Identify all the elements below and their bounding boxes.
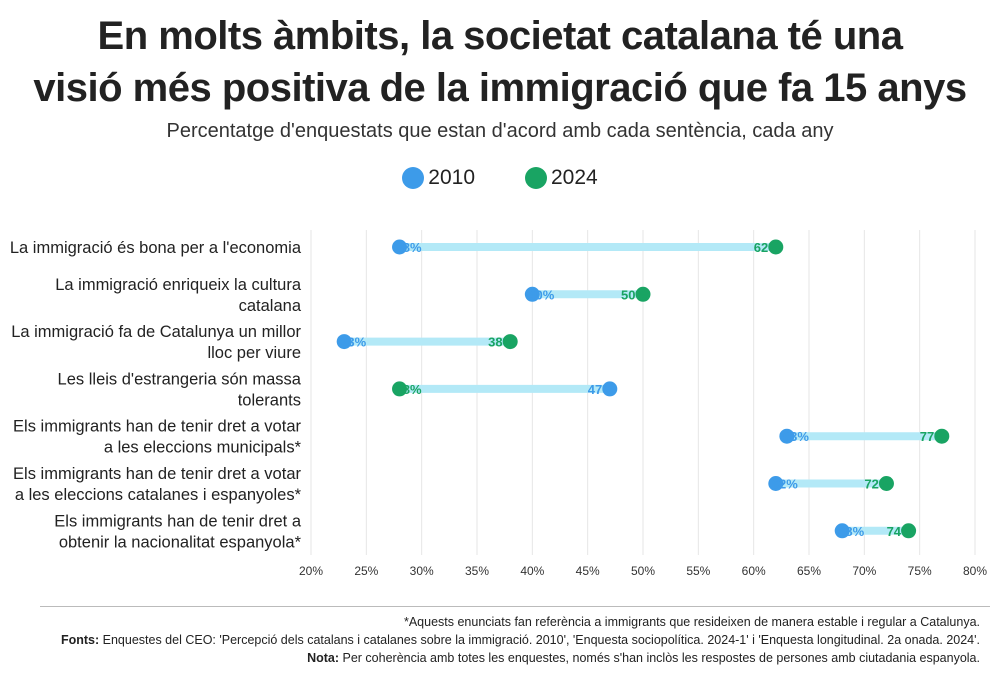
dot-2024 (934, 428, 950, 444)
x-tick-label: 25% (354, 564, 378, 578)
row-label: obtenir la nacionalitat espanyola* (59, 533, 302, 551)
footnote-asterisk: *Aquests enunciats fan referència a immi… (403, 615, 980, 629)
row-label: a les eleccions catalanes i espanyoles* (15, 486, 302, 504)
dumbbell-row: Les lleis d'estrangeria són massa toleran… (58, 370, 618, 409)
dot-2010 (602, 381, 618, 397)
value-label-2024: 72% (864, 477, 890, 492)
value-label-2010: 68% (838, 524, 864, 539)
x-tick-label: 70% (852, 564, 876, 578)
x-tick-label: 55% (686, 564, 710, 578)
dumbbell-chart: 20% 25% 30% 35% 40% 45% 50% 55% 60% 65% 70% 75% 80% L… (10, 230, 987, 578)
value-label-2024: 38% (488, 335, 514, 350)
value-label-2010: 62% (772, 477, 798, 492)
dot-2010 (834, 523, 850, 539)
row-label: catalana (239, 297, 302, 315)
row-label: Els immigrants han de tenir dret a votar (13, 418, 301, 436)
value-label-2010: 40% (528, 287, 554, 302)
dot-2024 (392, 381, 408, 397)
value-label-2024: 74% (887, 524, 913, 539)
dot-2010 (392, 239, 408, 255)
x-tick-label: 35% (465, 564, 489, 578)
value-label-2024: 62% (754, 240, 780, 255)
value-label-2010: 28% (396, 240, 422, 255)
row-label: a les eleccions municipals* (104, 439, 302, 457)
row-label: La immigració és bona per a l'economia (10, 239, 302, 257)
dot-2024 (878, 476, 894, 491)
row-label: Els immigrants han de tenir dret a (54, 512, 302, 530)
x-tick-label: 20% (299, 564, 323, 578)
legend-swatch-2010 (402, 167, 425, 189)
chart-subtitle: Percentatge d'enquestats que estan d'aco… (166, 120, 834, 142)
x-tick-label: 40% (520, 564, 544, 578)
row-label: lloc per viure (207, 344, 301, 362)
dot-2010 (779, 428, 795, 444)
x-tick-label: 30% (410, 564, 434, 578)
x-tick-label: 60% (742, 564, 766, 578)
title-line-1: En molts àmbits, la societat catalana té… (97, 14, 903, 58)
legend-item-2010: 2010 (402, 166, 475, 190)
legend-swatch-2024 (525, 167, 547, 189)
value-label-2024: 50% (621, 287, 647, 302)
sources-text: Enquestes del CEO: 'Percepció dels catal… (99, 633, 980, 647)
nota-label: Nota: (307, 651, 340, 665)
legend-label-2024: 2024 (551, 166, 598, 189)
value-label-2010: 47% (588, 382, 614, 397)
dumbbell-row: Els immigrants han de tenir dret a votar… (13, 418, 950, 457)
dot-2024 (901, 523, 917, 539)
row-label: Els immigrants han de tenir dret a votar (13, 465, 301, 483)
dot-2010 (768, 476, 784, 491)
legend-item-2024: 2024 (525, 166, 598, 190)
value-label-2010: 63% (783, 429, 809, 444)
x-tick-label: 75% (908, 564, 932, 578)
value-label-2010: 23% (340, 335, 366, 350)
row-label: tolerants (238, 391, 301, 409)
row-label: La immigració enriqueix la cultura (55, 276, 302, 294)
dot-2010 (524, 286, 540, 302)
footnote-sources: Fonts: Enquestes del CEO: 'Percepció del… (61, 633, 980, 647)
footnote-nota: Nota: Per coherència amb totes les enque… (307, 651, 980, 665)
x-tick-label: 50% (631, 564, 655, 578)
dumbbell-row: Els immigrants han de tenir dret a votar… (13, 465, 894, 504)
dumbbell-row: La immigració és bona per a l'economia 28… (10, 239, 784, 257)
nota-text: Per coherència amb totes les enquestes, … (339, 651, 981, 665)
chart-title: En molts àmbits, la societat catalana té… (0, 10, 1000, 114)
footer: *Aquests enunciats fan referència a immi… (40, 606, 990, 665)
value-label-2024: 28% (396, 382, 422, 397)
dumbbell-row: La immigració enriqueix la cultura catala… (55, 276, 651, 315)
dot-2024 (635, 286, 651, 302)
row-label: La immigració fa de Catalunya un millor (11, 323, 301, 341)
dot-2024 (502, 334, 518, 350)
legend: 2010 2024 (0, 166, 1000, 190)
row-label: Les lleis d'estrangeria són massa (58, 370, 302, 388)
value-label-2024: 77% (920, 429, 946, 444)
title-line-2: visió més positiva de la immigració que … (33, 66, 967, 110)
x-tick-label: 80% (963, 564, 987, 578)
dumbbell-row: Els immigrants han de tenir dret a obteni… (54, 512, 917, 551)
x-tick-label: 65% (797, 564, 821, 578)
dot-2010 (336, 334, 352, 350)
sources-label: Fonts: (60, 633, 100, 647)
dumbbell-row: La immigració fa de Catalunya un millor l… (11, 323, 518, 362)
legend-label-2010: 2010 (428, 166, 475, 189)
x-tick-label: 45% (576, 564, 600, 578)
dot-2024 (768, 239, 784, 255)
